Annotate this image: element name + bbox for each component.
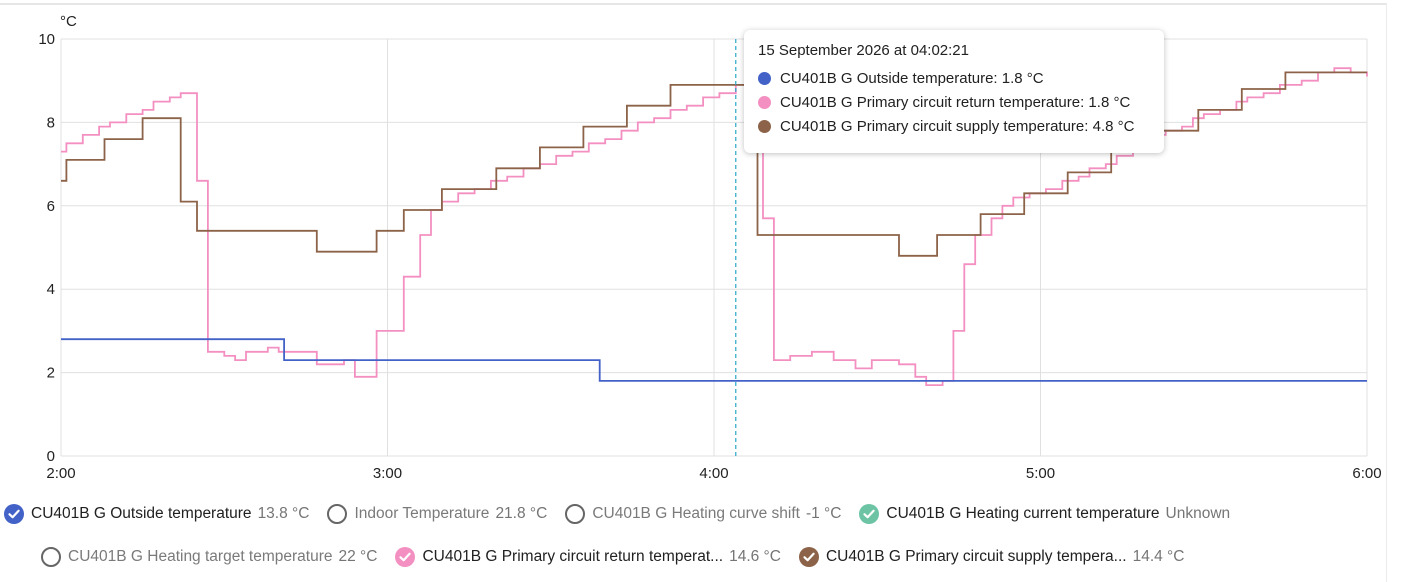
tooltip-row-text: CU401B G Primary circuit return temperat… [780,93,1131,111]
legend-item-name: Indoor Temperature [354,505,490,522]
y-tick-label: 0 [47,448,55,465]
legend-item-name: CU401B G Primary circuit supply tempera.… [825,548,1127,565]
tooltip-row-text: CU401B G Outside temperature: 1.8 °C [780,69,1044,87]
tooltip-row-text: CU401B G Primary circuit supply temperat… [780,117,1135,135]
right-divider [1386,3,1387,582]
check-icon [803,552,815,562]
tooltip-row-return: CU401B G Primary circuit return temperat… [758,90,1164,114]
legend-item-primary-supply-temperature[interactable]: CU401B G Primary circuit supply tempera.… [798,547,1185,567]
legend-checkbox-icon[interactable] [395,547,416,567]
temperature-history-chart[interactable]: °C 0 2 4 6 8 10 2:00 3:00 4:00 5:00 6:00 [0,0,1404,490]
legend-item-name: CU401B G Heating curve shift [592,505,800,522]
x-tick-label: 3:00 [373,465,402,482]
y-axis-ticks: 0 2 4 6 8 10 [38,31,55,465]
legend-item-heating-curve-shift[interactable]: CU401B G Heating curve shift -1 °C [565,504,841,524]
x-tick-label: 2:00 [46,465,75,482]
legend-item-name: CU401B G Heating current temperature [886,505,1160,522]
hover-tooltip: 15 September 2026 at 04:02:21 CU401B G O… [744,30,1164,153]
legend-checkbox-icon[interactable] [859,504,880,524]
legend-item-value: -1 °C [805,505,842,522]
legend-item-heating-current-temperature[interactable]: CU401B G Heating current temperature Unk… [859,504,1230,524]
legend-item-value: 14.4 °C [1132,548,1185,565]
legend-item-value: 14.6 °C [729,548,781,565]
legend-item-value: Unknown [1165,505,1231,522]
legend-checkbox-icon[interactable] [798,547,819,567]
series-line-0 [61,338,1367,382]
tooltip-row-supply: CU401B G Primary circuit supply temperat… [758,114,1164,138]
top-divider [0,3,1386,5]
legend-item-heating-target-temperature[interactable]: CU401B G Heating target temperature 22 °… [41,547,377,567]
legend-item-outside-temperature[interactable]: CU401B G Outside temperature 13.8 °C [4,504,309,524]
legend-item-name: CU401B G Outside temperature [31,505,252,522]
y-tick-label: 6 [47,198,55,215]
legend-checkbox-icon[interactable] [41,547,61,567]
tooltip-timestamp: 15 September 2026 at 04:02:21 [758,42,969,59]
x-tick-label: 6:00 [1352,465,1381,482]
tooltip-series-dot-icon [758,95,771,109]
legend-checkbox-icon[interactable] [327,504,348,524]
y-tick-label: 2 [47,365,55,382]
check-icon [863,509,876,519]
y-axis-unit-label: °C [60,13,77,30]
y-tick-label: 8 [47,114,55,131]
legend-item-value: 21.8 °C [495,505,548,522]
x-tick-label: 4:00 [699,465,728,482]
x-axis-ticks: 2:00 3:00 4:00 5:00 6:00 [46,465,1381,482]
legend-item-value: 22 °C [338,548,378,565]
legend-item-value: 13.8 °C [257,505,310,522]
series-line-2 [61,71,1367,257]
legend-item-name: CU401B G Primary circuit return temperat… [422,548,724,565]
check-icon [399,552,412,562]
y-tick-label: 10 [38,31,55,48]
legend-checkbox-icon[interactable] [565,504,586,524]
x-tick-label: 5:00 [1026,465,1055,482]
legend-item-primary-return-temperature[interactable]: CU401B G Primary circuit return temperat… [395,547,781,567]
legend-item-name: CU401B G Heating target temperature [68,548,333,565]
legend-row-1: CU401B G Outside temperature 13.8 °C Ind… [0,500,1230,528]
chart-grid [60,38,1368,457]
legend-item-indoor-temperature[interactable]: Indoor Temperature 21.8 °C [327,504,547,524]
legend-checkbox-icon[interactable] [4,504,24,524]
tooltip-row-outside: CU401B G Outside temperature: 1.8 °C [758,66,1164,90]
y-tick-label: 4 [47,281,55,298]
check-icon [8,509,20,519]
tooltip-series-dot-icon [758,119,771,133]
legend-row-2: CU401B G Heating target temperature 22 °… [0,543,1184,571]
tooltip-series-dot-icon [758,71,771,85]
